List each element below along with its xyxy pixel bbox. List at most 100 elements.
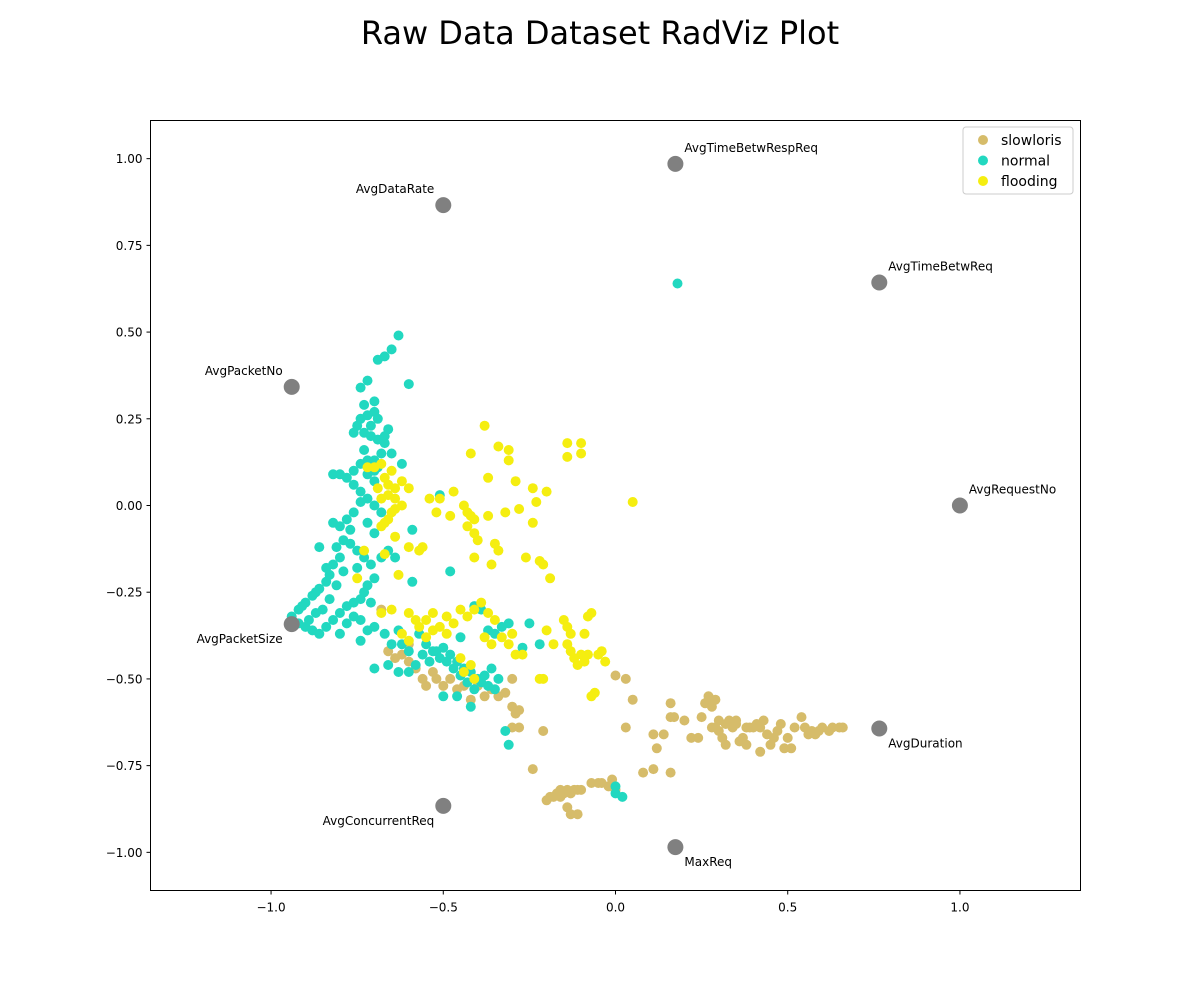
anchor-label-AvgPacketSize: AvgPacketSize bbox=[197, 632, 283, 646]
point-slowloris-26 bbox=[514, 722, 525, 733]
point-slowloris-53 bbox=[620, 722, 631, 733]
point-normal-6 bbox=[355, 382, 366, 393]
point-normal-7 bbox=[359, 399, 370, 410]
anchor-AvgPacketNo bbox=[283, 378, 300, 395]
point-flooding-81 bbox=[517, 649, 528, 660]
point-normal-78 bbox=[334, 628, 345, 639]
anchor-AvgDataRate bbox=[435, 197, 452, 214]
point-slowloris-51 bbox=[620, 673, 631, 684]
ticks-layer: −1.0 −0.5 0.0 0.5 1.0 1.00 0.75 0.50 0.25 0.00 −0.… bbox=[106, 152, 970, 914]
point-normal-86 bbox=[424, 656, 435, 667]
point-flooding-17 bbox=[424, 493, 435, 504]
point-flooding-116 bbox=[390, 493, 401, 504]
point-flooding-2 bbox=[503, 445, 514, 455]
point-normal-111 bbox=[452, 691, 463, 702]
point-slowloris-4 bbox=[421, 680, 432, 691]
x-tick-label-0: −1.0 bbox=[256, 901, 285, 915]
point-flooding-34 bbox=[486, 559, 497, 570]
point-normal-76 bbox=[348, 611, 359, 622]
point-flooding-39 bbox=[403, 542, 414, 553]
point-normal-72 bbox=[379, 628, 390, 639]
point-slowloris-11 bbox=[465, 694, 476, 705]
point-normal-42 bbox=[334, 552, 345, 563]
point-normal-68 bbox=[407, 524, 418, 535]
point-normal-71 bbox=[386, 639, 397, 650]
point-flooding-18 bbox=[431, 507, 442, 518]
point-flooding-114 bbox=[372, 483, 383, 494]
point-slowloris-98 bbox=[789, 722, 800, 733]
point-slowloris-8 bbox=[445, 673, 456, 684]
point-normal-36 bbox=[328, 517, 339, 528]
point-flooding-3 bbox=[503, 455, 514, 466]
point-flooding-119 bbox=[379, 517, 390, 528]
point-flooding-37 bbox=[538, 559, 549, 570]
point-slowloris-111 bbox=[741, 722, 752, 733]
point-flooding-73 bbox=[476, 597, 487, 608]
point-flooding-111 bbox=[600, 656, 611, 667]
point-flooding-30 bbox=[472, 535, 483, 546]
point-flooding-41 bbox=[417, 542, 428, 553]
anchor-AvgTimeBetwReq bbox=[871, 274, 888, 291]
point-flooding-104 bbox=[579, 628, 590, 639]
point-normal-66 bbox=[390, 552, 401, 563]
point-normal-106 bbox=[427, 646, 438, 657]
point-flooding-0 bbox=[479, 420, 490, 431]
point-normal-84 bbox=[410, 660, 421, 670]
legend-entries: slowloris normal flooding bbox=[978, 133, 1062, 190]
point-slowloris-71 bbox=[710, 694, 721, 705]
point-flooding-93 bbox=[538, 673, 549, 684]
point-flooding-57 bbox=[359, 545, 370, 556]
point-slowloris-55 bbox=[648, 764, 659, 775]
point-normal-138 bbox=[379, 438, 390, 449]
point-flooding-91 bbox=[469, 673, 480, 684]
y-tick-label-3: 0.25 bbox=[116, 412, 143, 426]
point-slowloris-17 bbox=[507, 673, 518, 684]
point-normal-110 bbox=[438, 691, 449, 702]
point-slowloris-24 bbox=[514, 705, 525, 716]
point-flooding-46 bbox=[376, 493, 387, 504]
point-flooding-118 bbox=[386, 507, 397, 518]
point-normal-112 bbox=[500, 726, 511, 736]
point-normal-127 bbox=[455, 632, 466, 643]
chart-title: Raw Data Dataset RadViz Plot bbox=[360, 14, 840, 52]
point-slowloris-97 bbox=[786, 743, 797, 754]
point-flooding-13 bbox=[576, 448, 587, 459]
point-flooding-26 bbox=[514, 504, 525, 514]
point-normal-80 bbox=[369, 663, 380, 674]
y-tick-label-6: −0.50 bbox=[106, 672, 143, 686]
point-flooding-27 bbox=[527, 517, 538, 528]
y-tick-label-0: 1.00 bbox=[116, 152, 143, 166]
point-normal-109 bbox=[465, 701, 476, 712]
point-flooding-65 bbox=[421, 615, 432, 625]
point-flooding-9 bbox=[541, 486, 552, 497]
legend-label-flooding: flooding bbox=[1001, 174, 1058, 190]
point-flooding-84 bbox=[396, 628, 407, 639]
point-normal-141 bbox=[362, 517, 373, 528]
point-normal-124 bbox=[445, 566, 456, 577]
point-flooding-70 bbox=[455, 604, 466, 615]
point-flooding-35 bbox=[520, 552, 531, 563]
point-flooding-19 bbox=[445, 510, 456, 521]
point-normal-121 bbox=[534, 639, 545, 650]
point-normal-152 bbox=[324, 569, 335, 580]
anchor-AvgConcurrentReq bbox=[435, 797, 452, 814]
point-slowloris-38 bbox=[576, 784, 587, 795]
point-normal-13 bbox=[348, 427, 359, 438]
point-normal-103 bbox=[448, 663, 459, 674]
y-tick-label-8: −1.00 bbox=[106, 846, 143, 860]
point-flooding-48 bbox=[386, 465, 397, 476]
y-tick-label-1: 0.75 bbox=[116, 239, 143, 253]
point-slowloris-40 bbox=[565, 809, 576, 820]
point-normal-1 bbox=[403, 379, 414, 390]
point-slowloris-44 bbox=[586, 778, 597, 788]
point-normal-18 bbox=[383, 424, 394, 435]
point-flooding-6 bbox=[510, 476, 521, 487]
legend-marker-normal bbox=[978, 155, 988, 166]
point-slowloris-28 bbox=[538, 726, 549, 736]
point-flooding-95 bbox=[548, 639, 559, 650]
anchor-label-AvgDuration: AvgDuration bbox=[888, 737, 962, 751]
point-normal-40 bbox=[359, 552, 370, 563]
point-slowloris-96 bbox=[782, 732, 793, 743]
point-flooding-71 bbox=[462, 611, 473, 622]
point-normal-81 bbox=[383, 660, 394, 670]
